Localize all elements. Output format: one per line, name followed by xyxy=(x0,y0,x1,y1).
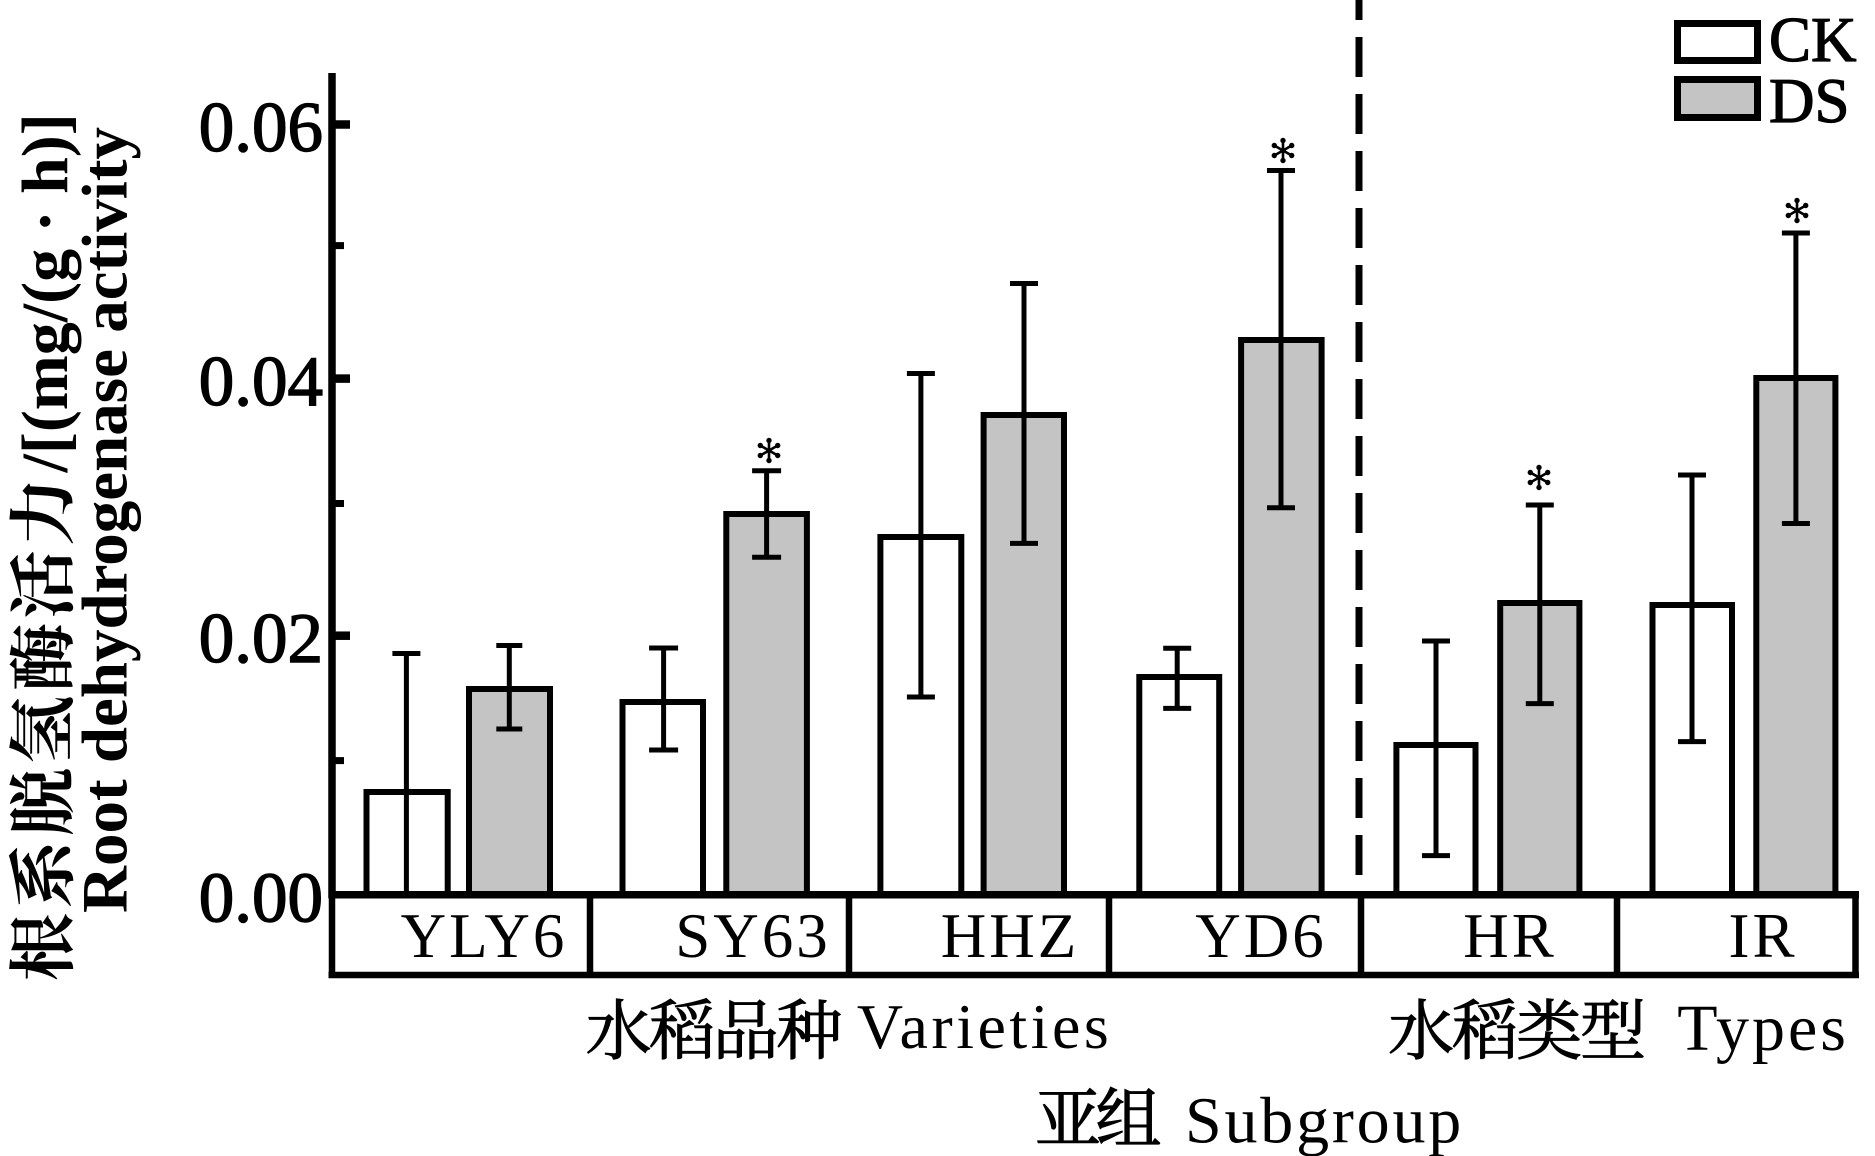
svg-text:DS: DS xyxy=(1769,66,1850,136)
svg-text:YD6: YD6 xyxy=(1195,901,1327,971)
svg-text:YLY6: YLY6 xyxy=(401,901,568,971)
svg-text:0.02: 0.02 xyxy=(199,600,323,678)
svg-text:CK: CK xyxy=(1769,5,1857,75)
svg-text:0.04: 0.04 xyxy=(199,343,323,421)
svg-text:HHZ: HHZ xyxy=(941,901,1079,971)
svg-text:0.00: 0.00 xyxy=(199,859,323,937)
svg-text:Types: Types xyxy=(1677,992,1849,1065)
svg-text:0.06: 0.06 xyxy=(199,89,323,167)
svg-text:Root dehydrogenase activity: Root dehydrogenase activity xyxy=(70,127,142,913)
svg-text:IR: IR xyxy=(1729,901,1798,971)
svg-text:Subgroup: Subgroup xyxy=(1185,1085,1464,1156)
svg-text:HR: HR xyxy=(1463,901,1557,971)
svg-text:/[(mg/(g · h)]: /[(mg/(g · h)] xyxy=(9,113,82,473)
svg-text:SY63: SY63 xyxy=(675,901,831,971)
svg-text:Varieties: Varieties xyxy=(857,991,1112,1062)
